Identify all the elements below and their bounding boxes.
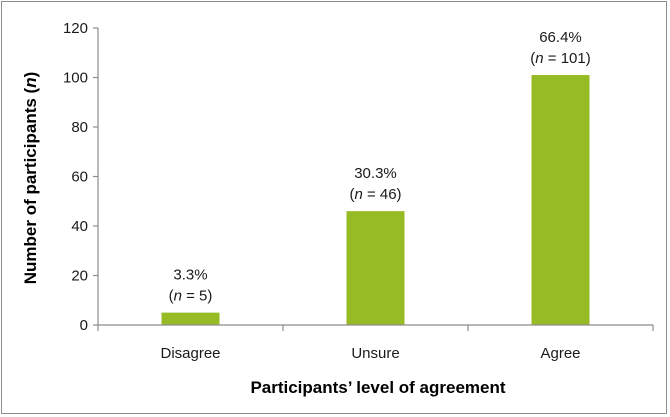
x-category-label: Agree <box>540 345 580 362</box>
x-category-label: Unsure <box>351 345 399 362</box>
y-tick-label: 80 <box>71 119 88 136</box>
y-tick-label: 60 <box>71 169 88 186</box>
bars <box>161 75 590 326</box>
x-category-label: Disagree <box>160 345 220 362</box>
y-axis-title-end: ) <box>21 72 40 78</box>
y-tick-label: 20 <box>71 268 88 285</box>
y-axis-title: Number of participants (n) <box>21 72 40 285</box>
y-tick-label: 120 <box>63 20 88 37</box>
bar-data-labels: 3.3% (n = 5) 30.3% (n = 46) 66.4% (n = 101) <box>169 29 591 305</box>
bar-percent-label: 66.4% <box>539 29 582 46</box>
y-tick-label: 0 <box>80 317 88 334</box>
bar-n-label: (n = 46) <box>349 186 401 203</box>
y-tick-label: 40 <box>71 218 88 235</box>
bar-disagree <box>161 312 220 325</box>
bar-n-label: (n = 101) <box>530 50 590 67</box>
bar-n-label: (n = 5) <box>169 288 213 305</box>
bar-agree <box>531 75 590 326</box>
bar-percent-label: 30.3% <box>354 165 397 182</box>
bar-unsure <box>346 211 405 325</box>
y-axis-title-italic: n <box>21 77 40 87</box>
x-axis-categories: Disagree Unsure Agree <box>97 325 654 362</box>
bar-percent-label: 3.3% <box>173 267 207 284</box>
y-tick-label: 100 <box>63 70 88 87</box>
y-axis-title-main: Number of participants ( <box>21 87 40 284</box>
y-axis-ticks: 0 20 40 60 80 100 120 <box>63 20 98 334</box>
x-axis-title: Participants’ level of agreement <box>250 378 505 397</box>
